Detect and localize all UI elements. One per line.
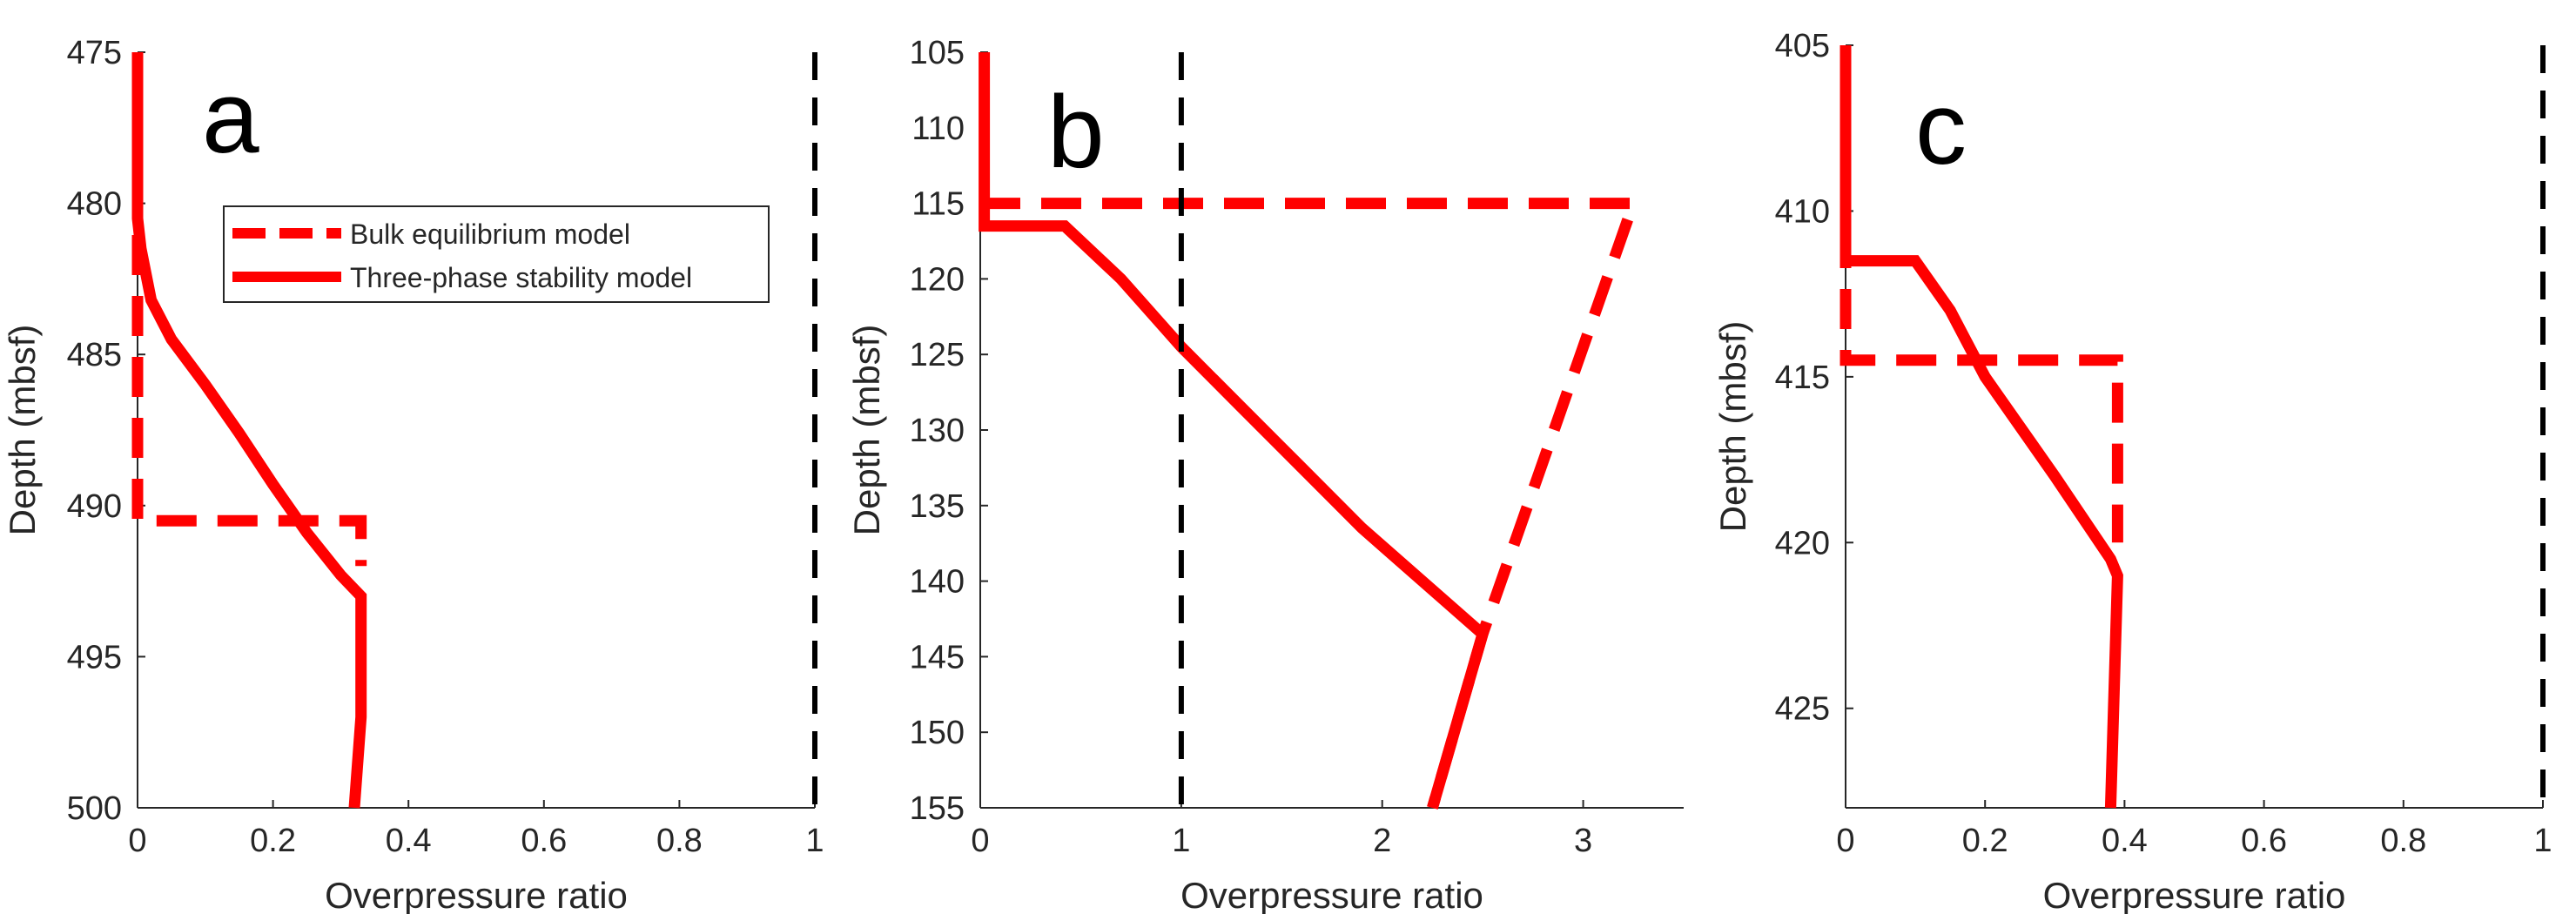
- x-tick-label: 0: [971, 823, 989, 859]
- y-tick-label: 155: [910, 790, 965, 827]
- x-tick-label: 1: [805, 823, 824, 859]
- y-axis-title: Depth (mbsf): [2, 325, 43, 536]
- legend-label: Three-phase stability model: [350, 262, 692, 293]
- three-phase-stability-line: [131, 52, 367, 809]
- x-tick-label: 0.8: [656, 823, 703, 859]
- y-tick-label: 405: [1775, 28, 1830, 64]
- x-tick-label: 1: [1172, 823, 1190, 859]
- y-tick-label: 490: [67, 488, 122, 525]
- chart-panel-c: 0 0.2 0.4 0.6 0.8 1 405 410 415 420 425 Overpressur…: [1712, 28, 2552, 914]
- chart-panel-b: 0 1 2 3 105 110 115 120 125 130 135 140 145 150 155 Ove…: [846, 35, 1684, 914]
- x-tick-label: 0.2: [1962, 823, 2008, 859]
- y-tick-label: 135: [910, 488, 965, 525]
- y-tick-label: 115: [911, 186, 965, 223]
- y-tick-label: 140: [910, 564, 965, 601]
- x-tick-label: 0.4: [2102, 823, 2148, 859]
- series-group: [131, 52, 817, 809]
- panel-letter: a: [202, 60, 259, 175]
- y-tick-label: 485: [67, 337, 122, 373]
- series-group: [979, 52, 1642, 810]
- y-tick-label: 410: [1775, 193, 1830, 230]
- y-tick-label: 415: [1775, 360, 1830, 396]
- x-axis-title: Overpressure ratio: [1180, 875, 1483, 914]
- y-tick-label: 425: [1775, 691, 1830, 728]
- three-phase-stability-line: [979, 52, 1490, 810]
- y-tick-label: 475: [67, 35, 122, 71]
- x-tick-label: 2: [1373, 823, 1391, 859]
- y-tick-label: 110: [911, 111, 965, 147]
- y-tick-label: 125: [910, 337, 965, 373]
- panel-letter: b: [1047, 75, 1105, 190]
- y-tick-label: 480: [67, 186, 122, 223]
- x-axis-title: Overpressure ratio: [325, 875, 628, 914]
- x-tick-label: 0.8: [2380, 823, 2426, 859]
- legend-label: Bulk equilibrium model: [350, 218, 630, 250]
- x-tick-label: 0.2: [250, 823, 296, 859]
- bulk-equilibrium-line: [1840, 45, 2123, 543]
- y-tick-label: 120: [910, 261, 965, 298]
- bulk-equilibrium-line: [131, 52, 367, 567]
- x-tick-label: 0: [128, 823, 146, 859]
- y-tick-label: 130: [910, 413, 965, 449]
- y-axis-title: Depth (mbsf): [846, 325, 887, 536]
- bulk-equilibrium-line: [980, 198, 1642, 810]
- x-tick-label: 0.6: [2241, 823, 2287, 859]
- y-tick-label: 495: [67, 639, 122, 675]
- y-tick-label: 500: [67, 790, 122, 827]
- x-tick-label: 1: [2533, 823, 2552, 859]
- legend-box: [223, 205, 770, 303]
- three-phase-stability-line: [1840, 45, 2123, 809]
- legend: Bulk equilibrium model Three-phase stabil…: [223, 205, 770, 303]
- y-tick-label: 420: [1775, 525, 1830, 561]
- x-tick-label: 0: [1836, 823, 1854, 859]
- x-tick-label: 0.4: [386, 823, 432, 859]
- y-tick-label: 145: [910, 639, 965, 675]
- panel-letter: c: [1915, 71, 1967, 186]
- x-tick-label: 3: [1574, 823, 1592, 859]
- chart-panel-a: 0 0.2 0.4 0.6 0.8 1 475 480 485 490 495 500 Overpres…: [2, 35, 824, 914]
- x-tick-label: 0.6: [521, 823, 567, 859]
- y-tick-label: 105: [910, 35, 965, 71]
- x-axis-title: Overpressure ratio: [2043, 875, 2346, 914]
- y-axis-title: Depth (mbsf): [1712, 321, 1753, 533]
- y-tick-label: 150: [910, 715, 965, 751]
- series-group: [1840, 45, 2546, 809]
